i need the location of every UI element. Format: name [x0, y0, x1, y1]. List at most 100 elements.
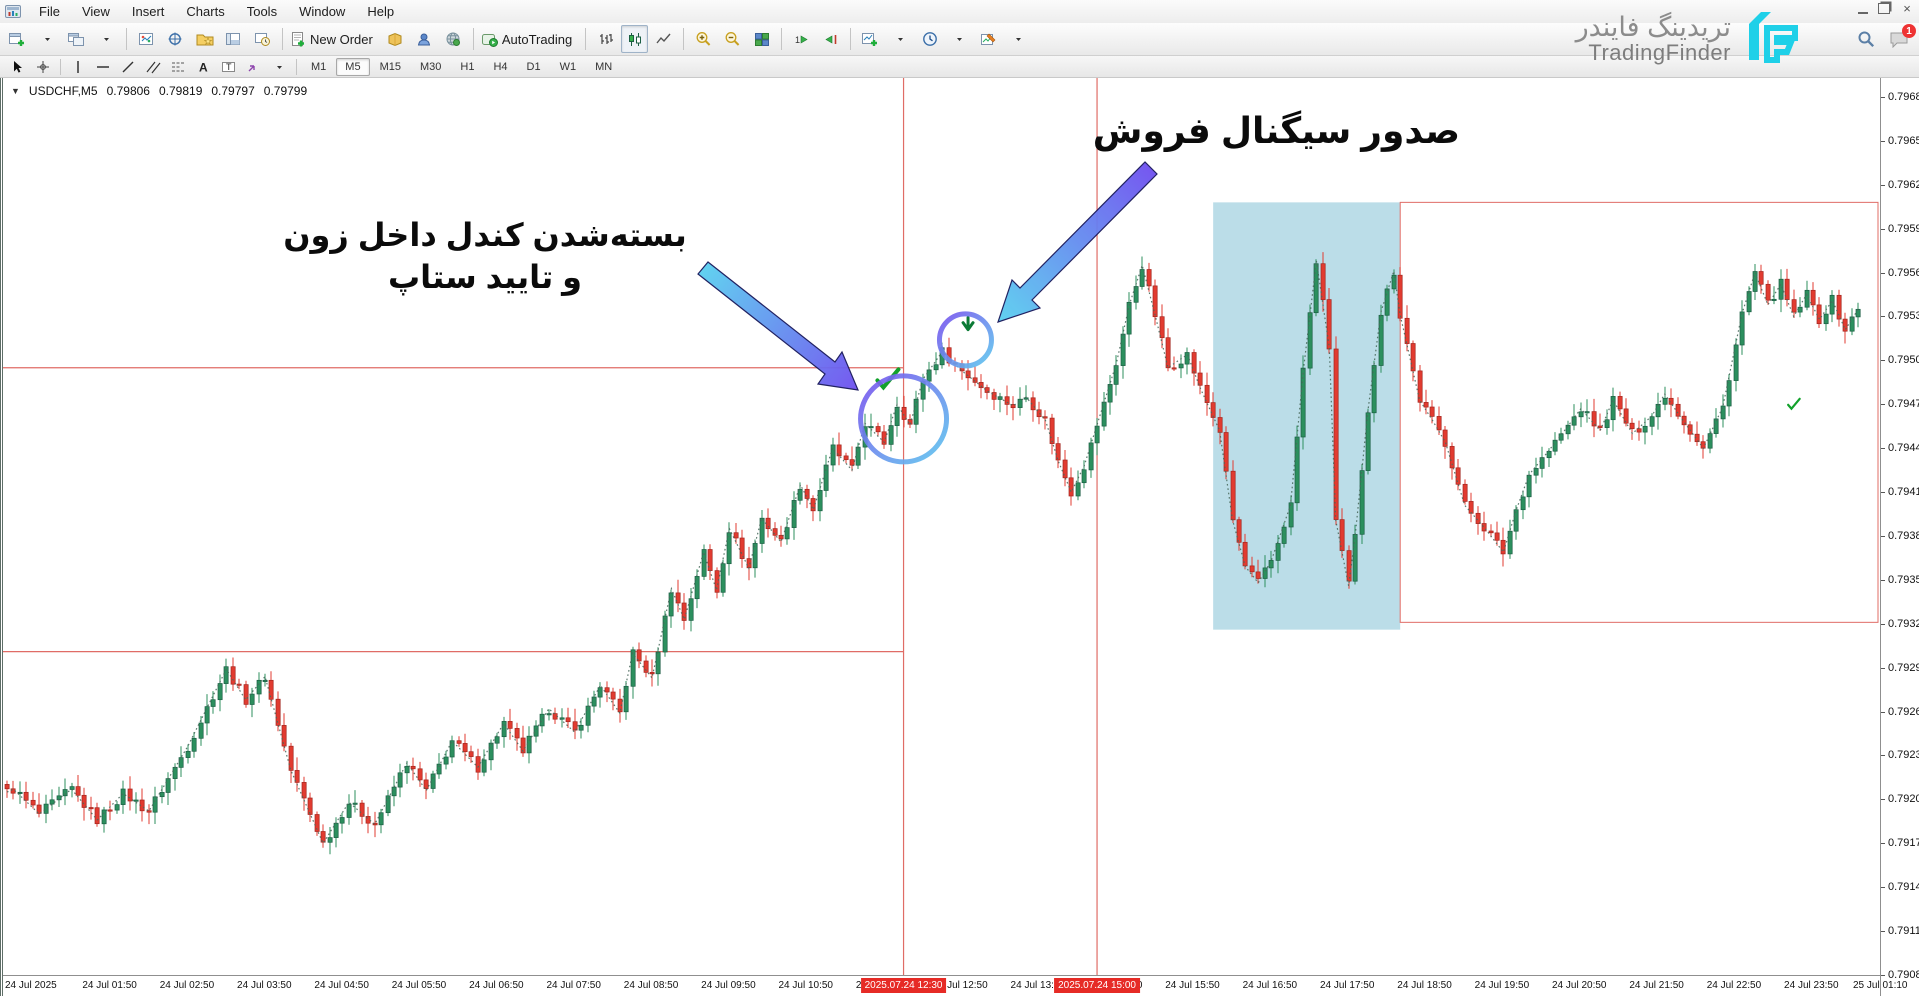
minimize-button[interactable]: [1858, 3, 1868, 14]
templates-caret[interactable]: [1005, 25, 1032, 53]
timeframe-w1[interactable]: W1: [559, 60, 577, 73]
periods-caret[interactable]: [946, 25, 973, 53]
timeframe-h4[interactable]: H4: [493, 60, 508, 73]
time-label: 24 Jul 21:50: [1629, 980, 1684, 991]
time-label: 24 Jul 23:50: [1784, 980, 1839, 991]
new-order-button[interactable]: New Order: [289, 25, 380, 53]
navigator-button[interactable]: [191, 25, 218, 53]
time-axis[interactable]: 24 Jul 2025 24 Jul 01:50 24 Jul 02:50 24 Ju…: [3, 975, 1908, 996]
crosshair-tool-button[interactable]: [31, 56, 55, 77]
candlestick-chart-button[interactable]: [621, 25, 649, 53]
new-chart-button[interactable]: [4, 25, 31, 53]
tile-windows-button[interactable]: [748, 25, 775, 53]
timeframe-m15[interactable]: M15: [379, 60, 401, 73]
metaeditor-button[interactable]: [382, 25, 409, 53]
vertical-line-tool-button[interactable]: [66, 56, 90, 77]
auto-scroll-button[interactable]: 1: [788, 25, 815, 53]
text-label-tool-button[interactable]: T: [216, 56, 240, 77]
timeframe-m1[interactable]: M1: [311, 60, 327, 73]
horizontal-line-tool-button[interactable]: [91, 56, 115, 77]
chart-shift-button[interactable]: [817, 25, 844, 53]
terminal-button[interactable]: [220, 25, 247, 53]
bar-chart-button[interactable]: [592, 25, 619, 53]
quote-high: 0.79819: [158, 84, 203, 98]
timeframe-m5[interactable]: M5: [336, 57, 370, 76]
strategy-tester-button[interactable]: [249, 25, 276, 53]
svg-text:T: T: [226, 62, 232, 72]
menu-file[interactable]: File: [39, 4, 60, 19]
time-label: 24 Jul 07:50: [546, 980, 601, 991]
blue-highlight-zone: [1213, 202, 1401, 630]
periods-button[interactable]: [916, 25, 943, 53]
menu-window[interactable]: Window: [299, 4, 346, 19]
symbol-name: USDCHF,M5: [28, 84, 98, 98]
new-order-label: New Order: [310, 31, 373, 47]
time-label: 24 Jul 13:50: [1010, 980, 1066, 991]
timeframe-d1[interactable]: D1: [526, 60, 541, 73]
trendline-tool-button[interactable]: [116, 56, 140, 77]
profiles-button[interactable]: [63, 25, 90, 53]
time-label: 24 Jul 15:50: [1165, 980, 1220, 991]
restore-button[interactable]: [1878, 3, 1890, 14]
profiles-caret[interactable]: [93, 25, 120, 53]
menu-help[interactable]: Help: [367, 4, 395, 19]
community-button[interactable]: [411, 25, 438, 53]
svg-text:A: A: [199, 60, 208, 74]
text-tool-button[interactable]: A: [191, 56, 215, 77]
fibonacci-tool-button[interactable]: [166, 56, 190, 77]
chat-icon[interactable]: 1: [1889, 24, 1916, 53]
arrows-tool-button[interactable]: [241, 56, 265, 77]
price-tick: [1881, 97, 1885, 98]
chevron-down-icon[interactable]: ▼: [11, 86, 20, 96]
menu-view[interactable]: View: [81, 4, 110, 19]
search-icon[interactable]: [1857, 30, 1875, 53]
indicators-caret[interactable]: [887, 25, 914, 53]
header-quick-icons: 1: [1857, 24, 1916, 53]
zigzag-indicator-line: [6, 260, 1859, 845]
time-label: 24 Jul 01:50: [82, 980, 137, 991]
zoom-out-button[interactable]: [719, 25, 746, 53]
svg-text:1: 1: [795, 35, 800, 45]
line-chart-button[interactable]: [650, 25, 677, 53]
menu-insert[interactable]: Insert: [131, 4, 165, 19]
menu-tools[interactable]: Tools: [246, 4, 278, 19]
price-tick: [1881, 448, 1885, 449]
web-terminal-button[interactable]: [440, 25, 467, 53]
timeframe-mn[interactable]: MN: [595, 60, 613, 73]
indicators-button[interactable]: [857, 25, 884, 53]
new-chart-caret[interactable]: [34, 25, 61, 53]
menu-charts[interactable]: Charts: [186, 4, 225, 19]
standard-toolbar: New Order AutoTrading 1: [0, 23, 1919, 56]
zoom-in-button[interactable]: [690, 25, 717, 53]
channel-tool-button[interactable]: [141, 56, 165, 77]
time-label: 24 Jul 04:50: [314, 980, 369, 991]
arrows-tool-caret[interactable]: [267, 56, 291, 77]
candlestick-plot[interactable]: [3, 78, 1880, 975]
time-label: 24 Jul 18:50: [1397, 980, 1452, 991]
timeframe-m30[interactable]: M30: [419, 60, 442, 73]
autotrading-button[interactable]: AutoTrading: [480, 25, 579, 53]
data-window-button[interactable]: [162, 25, 189, 53]
time-label: 24 Jul 17:50: [1319, 980, 1375, 991]
market-watch-button[interactable]: [133, 25, 160, 53]
timeframe-h1[interactable]: H1: [460, 60, 475, 73]
cursor-tool-button[interactable]: [6, 56, 30, 77]
price-tick: [1881, 316, 1885, 317]
templates-button[interactable]: [975, 25, 1002, 53]
chart-window[interactable]: ▼ USDCHF,M5 0.79806 0.79819 0.79797 0.79…: [0, 78, 1919, 996]
sell-arrow-icon: [961, 316, 975, 332]
close-button[interactable]: ×: [1903, 1, 1911, 16]
menu-items: File View Insert Charts Tools Window Help: [28, 4, 405, 19]
